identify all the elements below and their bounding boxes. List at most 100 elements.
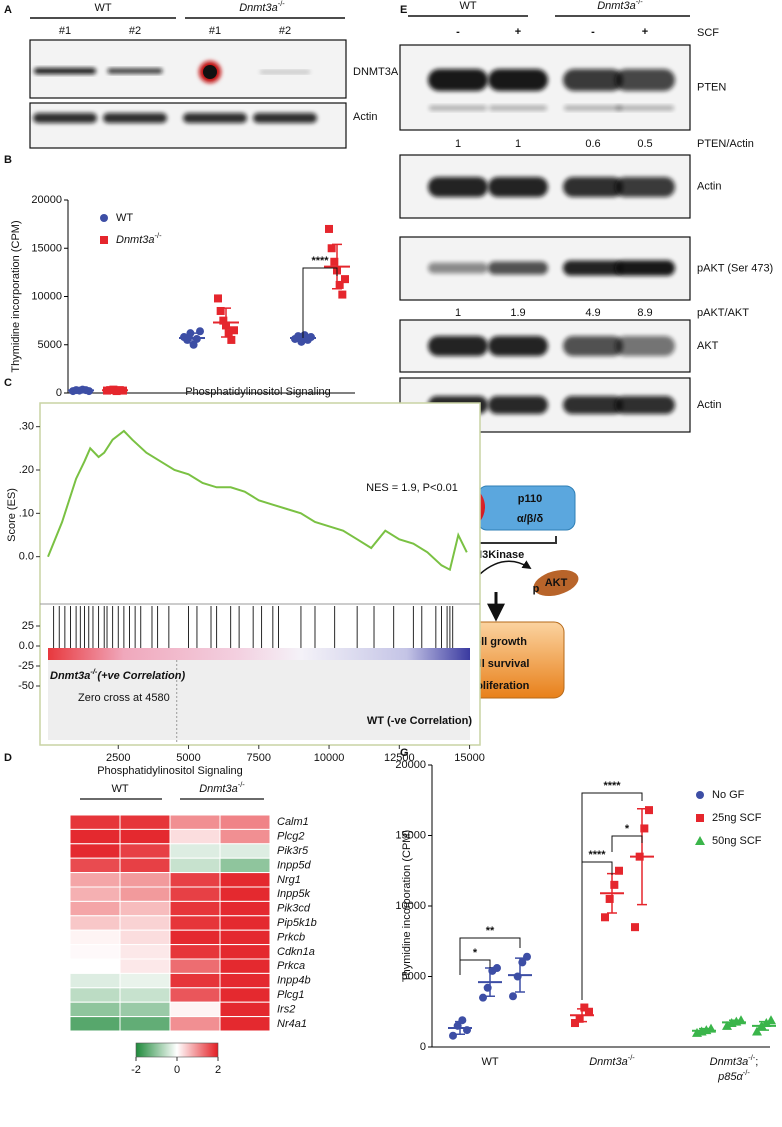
data-point <box>330 257 339 266</box>
gene-label: Pik3cd <box>277 903 311 915</box>
heatmap-cell <box>219 958 271 974</box>
blot-band <box>488 336 548 356</box>
data-point <box>449 1031 457 1040</box>
blot-band <box>564 105 622 111</box>
x-tick-label: WT <box>481 1056 498 1068</box>
data-point <box>640 824 649 833</box>
heatmap-cell <box>69 872 121 888</box>
heatmap-cell <box>119 929 171 946</box>
heatmap-cell <box>119 828 171 845</box>
y2-tick-label: 0.0 <box>19 640 34 652</box>
y-tick-label: 0 <box>56 387 62 399</box>
heatmap-cell <box>219 886 271 902</box>
gene-label: Pik3r5 <box>277 845 309 857</box>
blot-band <box>563 336 623 356</box>
group-label: WT <box>459 0 476 12</box>
ratio-value: 0.5 <box>637 138 652 150</box>
data-point <box>230 326 238 335</box>
colorbar-tick-label: -2 <box>131 1064 141 1076</box>
data-point <box>605 894 614 903</box>
data-point <box>335 280 344 289</box>
blot-band <box>615 69 675 91</box>
data-point <box>571 1019 579 1028</box>
y-tick-label: 0 <box>420 1041 426 1053</box>
heatmap-cell <box>169 915 221 931</box>
panel-letter: E <box>400 4 407 16</box>
blot-band <box>489 105 547 111</box>
data-point <box>493 964 501 973</box>
enrichment-score-line <box>47 429 468 572</box>
ratio-value: 4.9 <box>585 307 600 319</box>
y-axis-label: Thymidine incorporation (CPM) <box>10 220 22 372</box>
superscript: -/- <box>90 667 98 676</box>
akt-label: AKT <box>545 577 568 589</box>
significance-label: **** <box>603 780 621 792</box>
treatment-label: SCF <box>697 27 719 39</box>
data-point <box>224 329 233 338</box>
gene-label: Prkca <box>277 960 305 972</box>
gene-label: Prkcb <box>277 931 305 943</box>
y-tick-label: .20 <box>19 464 34 476</box>
heatmap-cell <box>219 987 271 1003</box>
y-axis-label: Thymidine incorporation (CPM) <box>401 830 413 982</box>
p110-label: α/β/δ <box>517 513 544 525</box>
blot-band <box>253 113 317 123</box>
superscript: -/- <box>628 1053 636 1062</box>
treatment-sign: + <box>642 26 648 38</box>
y2-tick-label: -25 <box>18 660 34 672</box>
error-bar <box>729 1019 739 1026</box>
y-tick-label: 0.0 <box>19 551 34 563</box>
heatmap-cell <box>219 972 271 989</box>
italic-name: Dnmt3a <box>116 234 155 246</box>
ranked-metric-area <box>48 660 470 740</box>
legend-marker <box>100 236 108 244</box>
curved-arrow <box>479 560 532 575</box>
heatmap-cell <box>69 987 121 1003</box>
x-tick-label: 7500 <box>247 752 271 764</box>
error-bar <box>76 389 86 392</box>
data-point <box>523 952 531 961</box>
colorbar-tick-label: 2 <box>215 1064 221 1076</box>
italic-name: Dnmt3a <box>199 783 238 795</box>
gene-label: Inpp5k <box>277 888 311 900</box>
y-tick-label: 10000 <box>31 291 62 303</box>
gene-label: Inpp4b <box>277 975 311 987</box>
significance-bracket <box>581 861 613 1000</box>
treatment-sign: - <box>456 26 460 38</box>
legend-label: 25ng SCF <box>712 812 762 824</box>
x-tick-label: 10000 <box>314 752 345 764</box>
error-bar <box>332 243 342 290</box>
italic-name: Dnmt3a <box>597 0 636 12</box>
group-label: WT <box>94 2 111 14</box>
superscript: -/- <box>238 780 246 789</box>
superscript: -/- <box>743 1068 751 1077</box>
data-point <box>631 923 639 932</box>
legend-marker <box>695 836 705 845</box>
blot-band <box>488 69 548 91</box>
ratio-value: 1.9 <box>510 307 525 319</box>
blot-band <box>615 396 675 414</box>
heatmap-cell <box>169 958 221 974</box>
heatmap-cell <box>119 900 171 917</box>
blot-band <box>33 113 97 123</box>
heatmap-cell <box>219 872 271 888</box>
heatmap-cell <box>69 1016 121 1032</box>
negative-label: WT (-ve Correlation) <box>367 715 472 727</box>
lane-label: #2 <box>129 25 141 37</box>
treatment-sign: + <box>515 26 521 38</box>
error-bar <box>110 389 120 392</box>
gene-label: Pip5k1b <box>277 917 317 929</box>
ratio-value: 1 <box>515 138 521 150</box>
phospho-label: p <box>533 583 540 595</box>
complex-label: PI3Kinase <box>472 549 525 561</box>
x-tick-label: Dnmt3a-/-; <box>710 1053 759 1068</box>
label-tail: (+ve Correlation) <box>97 670 185 682</box>
ratio-label: PTEN/Actin <box>697 138 754 150</box>
heatmap-cell <box>119 1001 171 1018</box>
data-point <box>509 992 517 1001</box>
x-tick-label: p85α-/- <box>717 1068 750 1083</box>
outcome-label: Cell growth <box>467 636 527 648</box>
superscript: -/- <box>636 0 644 6</box>
heatmap-cell <box>69 828 121 845</box>
